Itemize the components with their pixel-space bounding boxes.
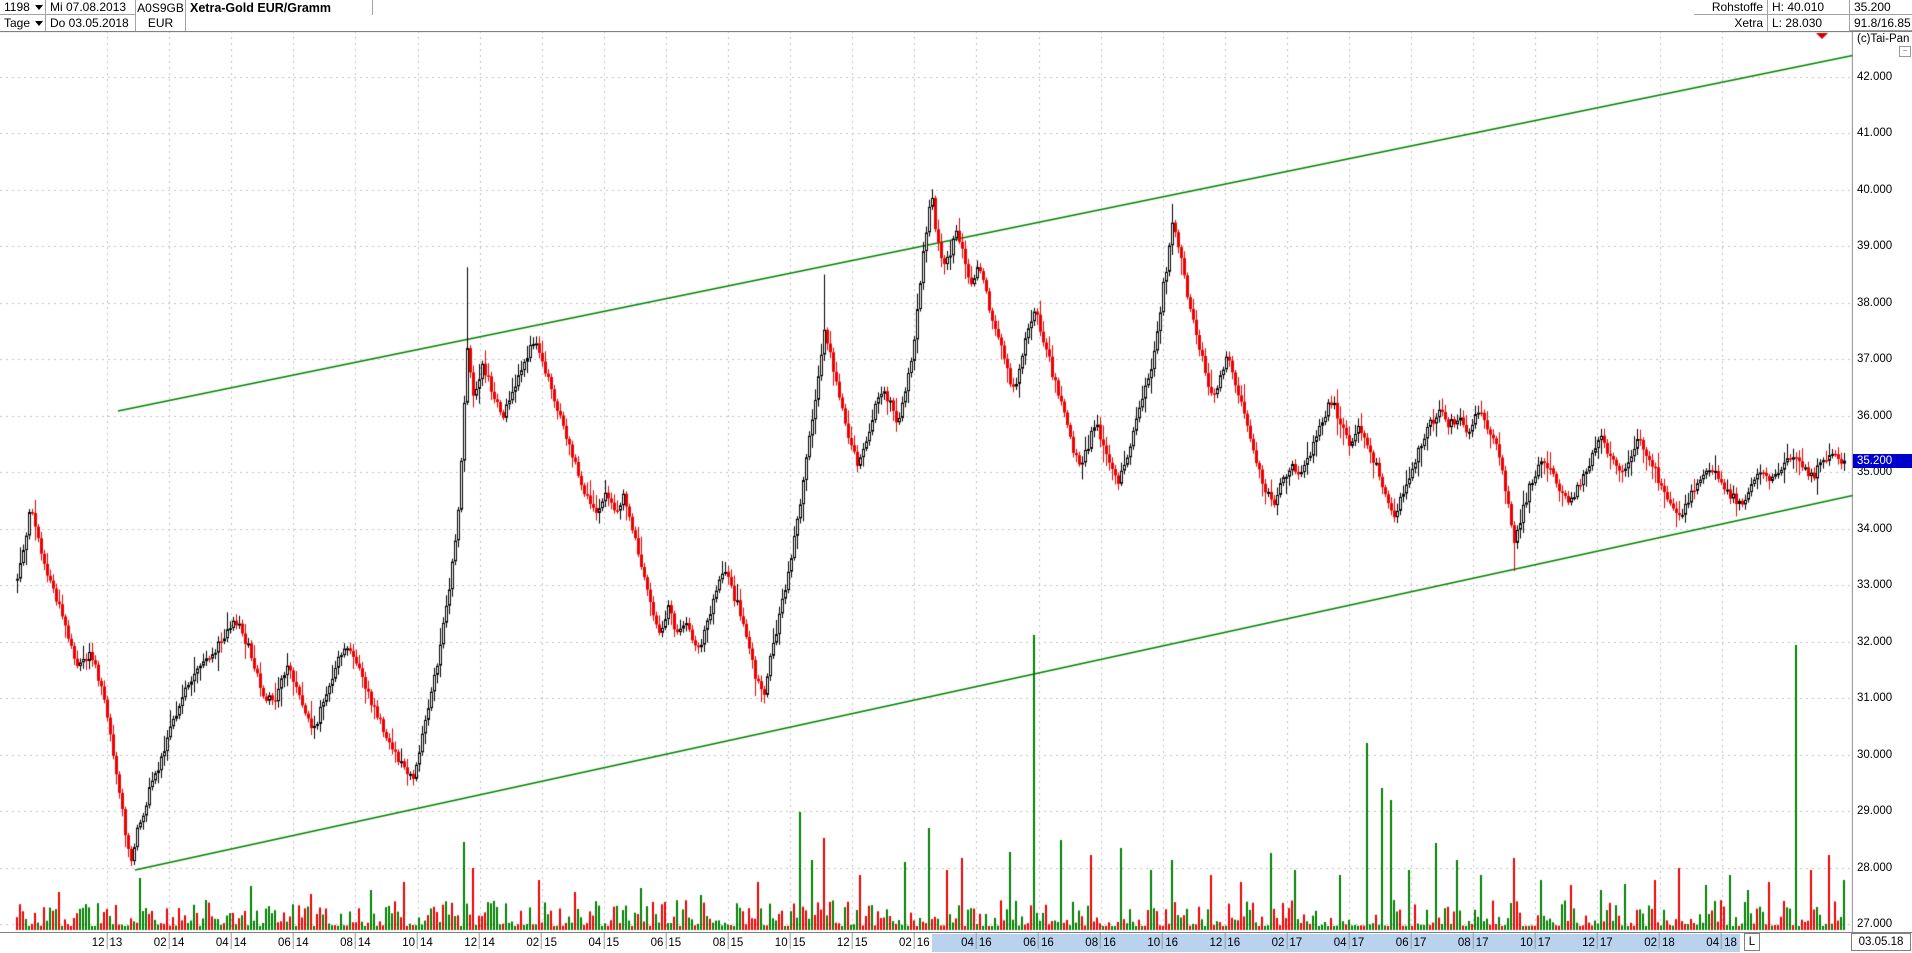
price-tick-label: 29.000 (1857, 805, 1893, 818)
time-tick-label: 12 15 (837, 933, 867, 949)
stat-line-cell: 91.8/16.85 (1850, 15, 1912, 31)
bars-count-dropdown[interactable]: 1198 (0, 0, 46, 15)
end-date-label: 03.05.18 (1851, 933, 1911, 951)
chevron-down-icon (35, 20, 44, 26)
copyright-label: (c)Tai-Pan (1857, 33, 1910, 45)
last-date-cell: Do 03.05.2018 (46, 15, 136, 31)
time-tick-label: 10 15 (775, 933, 805, 949)
time-tick-label: 04 18 (1706, 933, 1737, 949)
price-tick-label: 41.000 (1857, 127, 1893, 140)
header-divider (372, 0, 373, 15)
price-tick-label: 35.000 (1857, 466, 1893, 479)
time-tick-label: 10 17 (1520, 933, 1551, 949)
time-tick-label: 06 16 (1023, 933, 1054, 949)
price-tick-label: 34.000 (1857, 522, 1893, 535)
time-tick-label: 08 17 (1458, 933, 1488, 949)
collapse-icon[interactable]: − (1899, 46, 1911, 57)
time-tick-label: 08 14 (340, 933, 371, 949)
time-tick-label: 08 15 (713, 933, 743, 949)
currency-cell: EUR (136, 15, 186, 31)
high-cell: H: 40.010 (1768, 0, 1850, 15)
time-tick-label: 06 14 (278, 933, 309, 949)
last-price-cell: 35.200 (1850, 0, 1912, 15)
time-tick-label: 10 14 (402, 933, 433, 949)
time-tick-label: 04 14 (216, 933, 246, 949)
time-axis: L 03.05.18 12 13 02 14 04 14 06 14 08 14 10 14 12 14 0… (0, 932, 1912, 953)
chevron-down-icon (34, 4, 43, 10)
time-tick-label: 04 15 (589, 933, 619, 949)
time-tick-label: 10 16 (1147, 933, 1178, 949)
time-tick-label: 02 17 (1272, 933, 1302, 949)
price-tick-label: 27.000 (1857, 918, 1893, 931)
price-tick-label: 40.000 (1857, 183, 1893, 196)
time-tick-label: 12 14 (464, 933, 495, 949)
exchange-cell: Xetra (1694, 15, 1768, 31)
time-tick-label: 02 18 (1644, 933, 1675, 949)
price-axis: 42.000 41.000 40.000 39.000 38.000 37.000 36.0… (1853, 31, 1912, 932)
time-tick-label: 06 17 (1396, 933, 1426, 949)
instrument-title: Xetra-Gold EUR/Gramm (186, 0, 372, 15)
time-tick-label: 02 16 (899, 933, 930, 949)
price-tick-label: 37.000 (1857, 353, 1893, 366)
last-price-badge: 35.200 (1853, 454, 1912, 468)
time-tick-label: 04 17 (1334, 933, 1364, 949)
time-tick-label: 12 16 (1210, 933, 1240, 949)
price-tick-label: 31.000 (1857, 692, 1893, 705)
scroll-lock-button[interactable]: L (1744, 933, 1760, 951)
low-cell: L: 28.030 (1768, 15, 1850, 31)
time-tick-label: 12 17 (1582, 933, 1613, 949)
time-tick-label: 12 13 (92, 933, 122, 949)
price-tick-label: 39.000 (1857, 240, 1893, 253)
price-tick-label: 33.000 (1857, 579, 1893, 592)
price-tick-label: 30.000 (1857, 748, 1893, 761)
price-tick-label: 36.000 (1857, 409, 1893, 422)
price-tick-label: 38.000 (1857, 296, 1893, 309)
time-tick-label: 04 16 (961, 933, 992, 949)
selected-range-band[interactable] (932, 934, 1740, 952)
wkn-cell: A0S9GB (136, 0, 186, 15)
time-tick-label: 08 16 (1085, 933, 1116, 949)
time-tick-label: 06 15 (651, 933, 681, 949)
category-cell: Rohstoffe (1694, 0, 1768, 15)
time-tick-label: 02 15 (526, 933, 557, 949)
first-date-cell: Mi 07.08.2013 (46, 0, 136, 15)
header-bar: 1198 Mi 07.08.2013 A0S9GB Xetra-Gold EUR… (0, 0, 1912, 32)
period-dropdown[interactable]: Tage (0, 15, 46, 31)
price-tick-label: 42.000 (1857, 70, 1893, 83)
price-tick-label: 28.000 (1857, 861, 1893, 874)
time-tick-label: 02 14 (154, 933, 184, 949)
price-tick-label: 32.000 (1857, 635, 1893, 648)
